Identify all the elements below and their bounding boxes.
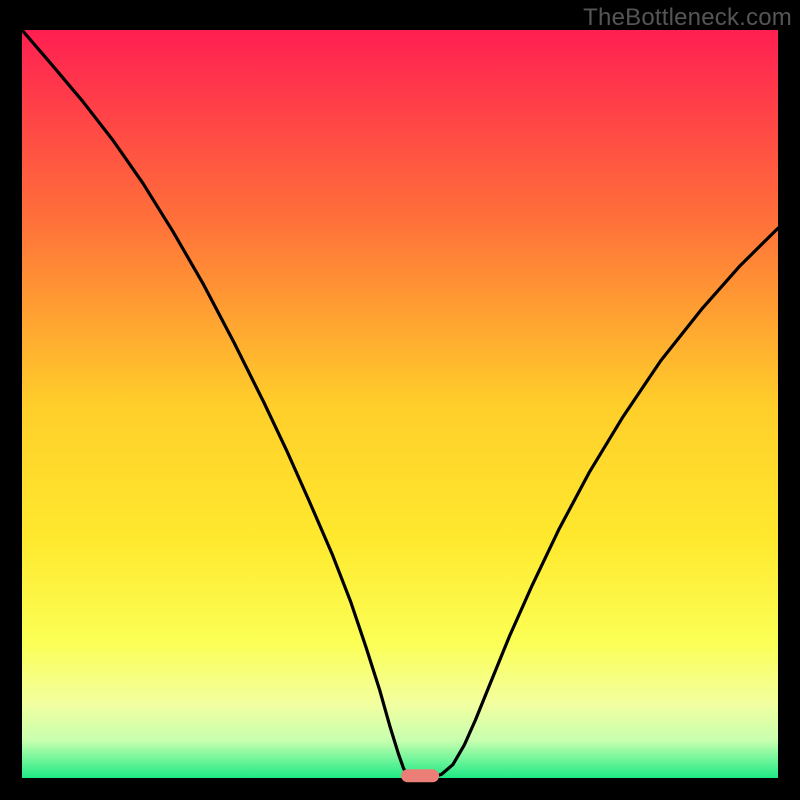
watermark-text: TheBottleneck.com xyxy=(583,4,792,32)
minimum-marker xyxy=(402,769,440,782)
plot-area xyxy=(22,30,778,778)
chart-curve xyxy=(22,30,778,778)
chart-container: TheBottleneck.com xyxy=(0,0,800,800)
